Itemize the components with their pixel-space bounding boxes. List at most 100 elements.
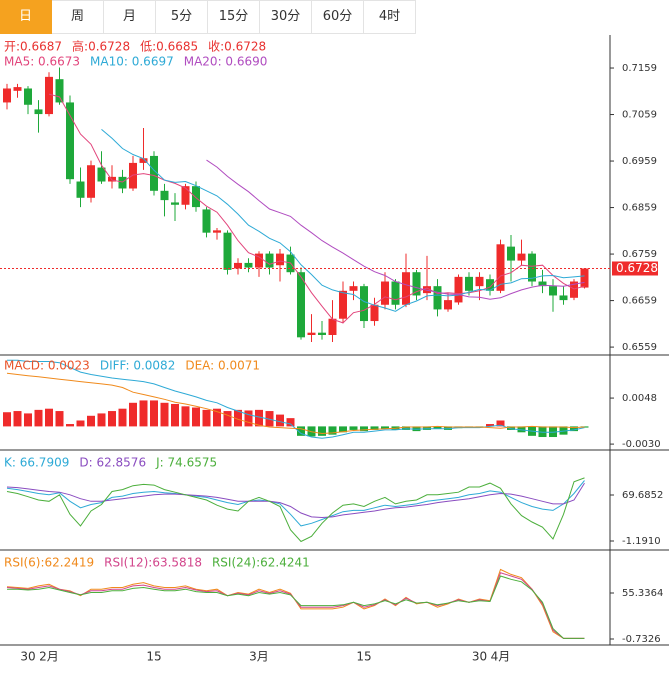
candle-body: [360, 286, 368, 322]
candle-body: [496, 244, 505, 291]
macd-bar: [265, 411, 274, 427]
legend-label: 开:0.6687: [4, 40, 62, 54]
y-tick-label: 0.6659: [622, 296, 657, 307]
candle-body: [244, 262, 253, 268]
x-tick-label: 15: [146, 650, 161, 664]
x-tick-label: 4月: [491, 650, 511, 664]
tab[interactable]: 5分: [156, 0, 208, 34]
candle-body: [507, 246, 515, 261]
legend-label: D: 62.8576: [79, 456, 146, 470]
macd-bar: [381, 426, 389, 429]
legend-label: RSI(6):62.2419: [4, 556, 94, 570]
candle-body: [475, 276, 484, 287]
y-tick-label: 55.3364: [622, 588, 663, 599]
candle-body: [255, 253, 263, 268]
legend-label: RSI(24):62.4241: [212, 556, 310, 570]
tab[interactable]: 30分: [260, 0, 312, 34]
period-tabs: 日 周 月 5分 15分 30分 60分 4时: [0, 0, 416, 34]
macd-bar: [507, 426, 515, 430]
candle-body: [559, 295, 568, 301]
candle-body: [45, 76, 53, 115]
candle-body: [87, 165, 95, 198]
legend-label: MACD: 0.0023: [4, 359, 90, 373]
candle-body: [55, 79, 64, 103]
y-tick-label: 0.6759: [622, 249, 657, 260]
legend-label: RSI(12):63.5818: [104, 556, 202, 570]
x-tick-label: 15: [356, 650, 371, 664]
candle-body: [580, 268, 589, 288]
macd-bar: [412, 426, 421, 432]
macd-bar: [570, 426, 578, 432]
candle-body: [328, 318, 337, 335]
macd-bar: [538, 426, 547, 438]
series-line: [101, 129, 585, 312]
legend-label: DIFF: 0.0082: [100, 359, 176, 373]
candle-body: [76, 181, 85, 198]
candle-body: [391, 281, 400, 305]
macd-bar: [486, 424, 494, 427]
candle-body: [486, 279, 494, 291]
macd-bar: [45, 408, 53, 427]
legend-label: MA10: 0.6697: [90, 55, 174, 69]
tab[interactable]: 60分: [312, 0, 364, 34]
macd-bar: [402, 426, 410, 430]
macd-bar: [223, 411, 232, 427]
x-tick-label: 30: [472, 650, 487, 664]
tab[interactable]: 15分: [208, 0, 260, 34]
macd-bar: [433, 426, 442, 429]
candle-body: [234, 262, 242, 269]
last-price-label: 0.6728: [616, 261, 658, 275]
macd-bar: [66, 424, 74, 427]
macd-bar: [370, 426, 379, 430]
macd-bar: [234, 409, 242, 427]
candle-body: [13, 87, 22, 91]
macd-bar: [318, 426, 326, 436]
candle-body: [139, 158, 148, 163]
candle-body: [223, 232, 232, 270]
series-line: [6, 477, 585, 543]
legend-label: J: 74.6575: [155, 456, 217, 470]
macd-bar: [517, 426, 526, 433]
candle-body: [150, 155, 158, 191]
candle-body: [3, 88, 11, 103]
tab[interactable]: 月: [104, 0, 156, 34]
macd-bar: [76, 420, 85, 427]
macd-bar: [339, 426, 347, 433]
macd-bar: [559, 426, 568, 435]
candle-body: [129, 162, 137, 189]
macd-bar: [297, 426, 305, 436]
candle-body: [538, 281, 547, 287]
macd-bar: [549, 426, 557, 438]
candle-body: [108, 176, 116, 182]
y-tick-label: 0.6959: [622, 156, 657, 167]
candle-body: [433, 286, 442, 310]
macd-bar: [213, 408, 221, 427]
y-tick-label: -0.7326: [622, 634, 661, 645]
legend-label: 高:0.6728: [72, 39, 130, 54]
candle-body: [276, 253, 284, 266]
macd-bar: [244, 410, 253, 427]
candle-body: [192, 186, 200, 208]
tab[interactable]: 4时: [364, 0, 416, 34]
candle-body: [517, 253, 526, 261]
macd-bar: [13, 411, 22, 427]
y-tick-label: -1.1910: [622, 536, 661, 547]
macd-bar: [360, 426, 368, 432]
y-tick-label: 0.0048: [622, 393, 657, 404]
macd-bar: [97, 413, 106, 427]
tab[interactable]: 日: [0, 0, 52, 34]
candle-body: [349, 286, 358, 291]
candle-body: [528, 253, 536, 282]
macd-bar: [118, 408, 127, 427]
legend-label: MA20: 0.6690: [184, 55, 268, 69]
tab[interactable]: 周: [52, 0, 104, 34]
series-line: [6, 482, 585, 519]
macd-bar: [496, 420, 505, 427]
macd-bar: [286, 418, 295, 427]
legend-label: DEA: 0.0071: [185, 359, 260, 373]
macd-bar: [55, 411, 64, 427]
macd-bar: [192, 407, 200, 427]
y-tick-label: 69.6852: [622, 490, 663, 501]
